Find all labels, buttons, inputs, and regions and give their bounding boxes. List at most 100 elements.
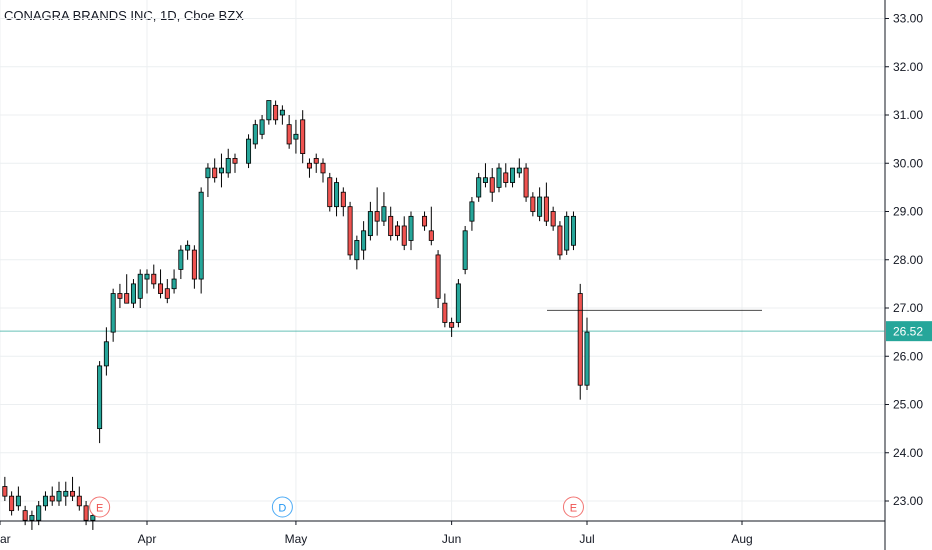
candle-body[interactable]: [15, 495, 21, 507]
candle-body[interactable]: [442, 302, 448, 323]
candle-body[interactable]: [537, 196, 543, 217]
candle-body[interactable]: [584, 331, 590, 386]
candle-body[interactable]: [570, 215, 576, 246]
candle-body[interactable]: [178, 249, 184, 270]
candle-body[interactable]: [394, 225, 400, 237]
candle-body[interactable]: [97, 365, 103, 430]
candle-body[interactable]: [212, 167, 218, 179]
y-tick-label: 30.00: [893, 156, 923, 170]
candle-body[interactable]: [496, 167, 502, 188]
candle-body[interactable]: [422, 215, 428, 227]
candle-body[interactable]: [110, 293, 116, 333]
candle-body[interactable]: [9, 495, 15, 512]
candle-body[interactable]: [361, 230, 367, 251]
candle-body[interactable]: [225, 158, 231, 174]
candle-body[interactable]: [381, 206, 387, 222]
dividend-marker-label: D: [278, 503, 286, 515]
dividend-marker[interactable]: [271, 496, 293, 518]
candle-body[interactable]: [347, 206, 353, 256]
candle-body[interactable]: [408, 215, 414, 241]
candle-body[interactable]: [198, 191, 204, 280]
y-tick-label: 33.00: [893, 12, 923, 26]
candle-body[interactable]: [171, 278, 177, 290]
candle-body[interactable]: [137, 273, 143, 299]
candle-body[interactable]: [340, 191, 346, 208]
earnings-marker-label: E: [570, 503, 577, 515]
candle-body[interactable]: [70, 490, 76, 497]
candle-body[interactable]: [320, 162, 326, 174]
candle-body[interactable]: [334, 182, 340, 208]
candle-body[interactable]: [293, 133, 299, 140]
chart-title: CONAGRA BRANDS INC, 1D, Cboe BZX: [4, 8, 244, 23]
candle-body[interactable]: [151, 273, 157, 285]
candle-body[interactable]: [83, 505, 89, 521]
candle-body[interactable]: [577, 293, 583, 386]
x-tick-label: Apr: [138, 532, 157, 546]
candle-body[interactable]: [482, 177, 488, 183]
candle-body[interactable]: [42, 495, 48, 507]
earnings-marker[interactable]: [562, 496, 584, 518]
candle-body[interactable]: [374, 211, 380, 222]
candle-body[interactable]: [158, 283, 164, 294]
candle-body[interactable]: [232, 158, 238, 164]
candle-body[interactable]: [22, 510, 28, 521]
candle-body[interactable]: [56, 490, 62, 502]
candle-body[interactable]: [503, 172, 509, 183]
candle-body[interactable]: [252, 124, 258, 145]
candle-body[interactable]: [367, 211, 373, 237]
x-tick-label: May: [285, 532, 308, 546]
candle-body[interactable]: [550, 211, 556, 227]
candle-body[interactable]: [557, 225, 563, 256]
candle-body[interactable]: [564, 215, 570, 251]
candle-body[interactable]: [117, 293, 123, 299]
candle-body[interactable]: [191, 249, 197, 280]
candle-body[interactable]: [130, 283, 136, 304]
candle-body[interactable]: [49, 495, 55, 502]
candle-body[interactable]: [462, 230, 468, 270]
candle-body[interactable]: [543, 196, 549, 222]
candle-body[interactable]: [273, 104, 279, 121]
candle-body[interactable]: [388, 215, 394, 237]
y-tick-label: 31.00: [893, 108, 923, 122]
candle-body[interactable]: [76, 495, 82, 507]
candle-body[interactable]: [246, 138, 252, 164]
candle-body[interactable]: [29, 515, 35, 521]
candle-body[interactable]: [164, 288, 170, 299]
candle-body[interactable]: [279, 109, 285, 116]
candle-body[interactable]: [185, 244, 191, 251]
candle-body[interactable]: [523, 167, 529, 198]
candle-body[interactable]: [449, 322, 455, 328]
candle-body[interactable]: [510, 167, 516, 183]
candle-body[interactable]: [489, 177, 495, 193]
candle-body[interactable]: [124, 293, 130, 304]
candle-body[interactable]: [476, 177, 482, 198]
x-tick-label: Aug: [731, 532, 752, 546]
candle-body[interactable]: [469, 201, 475, 222]
candle-body[interactable]: [401, 225, 407, 246]
candle-body[interactable]: [90, 515, 96, 521]
candle-body[interactable]: [516, 167, 522, 174]
candle-body[interactable]: [259, 119, 265, 135]
earnings-marker[interactable]: [89, 496, 111, 518]
candle-body[interactable]: [313, 158, 319, 164]
candle-body[interactable]: [205, 167, 211, 179]
candle-body[interactable]: [306, 162, 312, 169]
candle-body[interactable]: [455, 283, 461, 323]
candle-body[interactable]: [103, 341, 109, 367]
candle-body[interactable]: [286, 124, 292, 145]
candle-body[interactable]: [218, 167, 224, 174]
candle-body[interactable]: [300, 119, 306, 154]
candle-body[interactable]: [530, 196, 536, 212]
candle-body[interactable]: [2, 486, 8, 497]
candle-body[interactable]: [266, 100, 272, 121]
candle-body[interactable]: [144, 273, 150, 280]
candle-body[interactable]: [327, 177, 333, 208]
candle-body[interactable]: [435, 254, 441, 299]
candle-body[interactable]: [428, 230, 434, 241]
candle-body[interactable]: [63, 490, 69, 497]
candle-body[interactable]: [36, 505, 42, 521]
candle-body[interactable]: [354, 240, 360, 261]
x-tick-label: ar: [0, 532, 11, 546]
